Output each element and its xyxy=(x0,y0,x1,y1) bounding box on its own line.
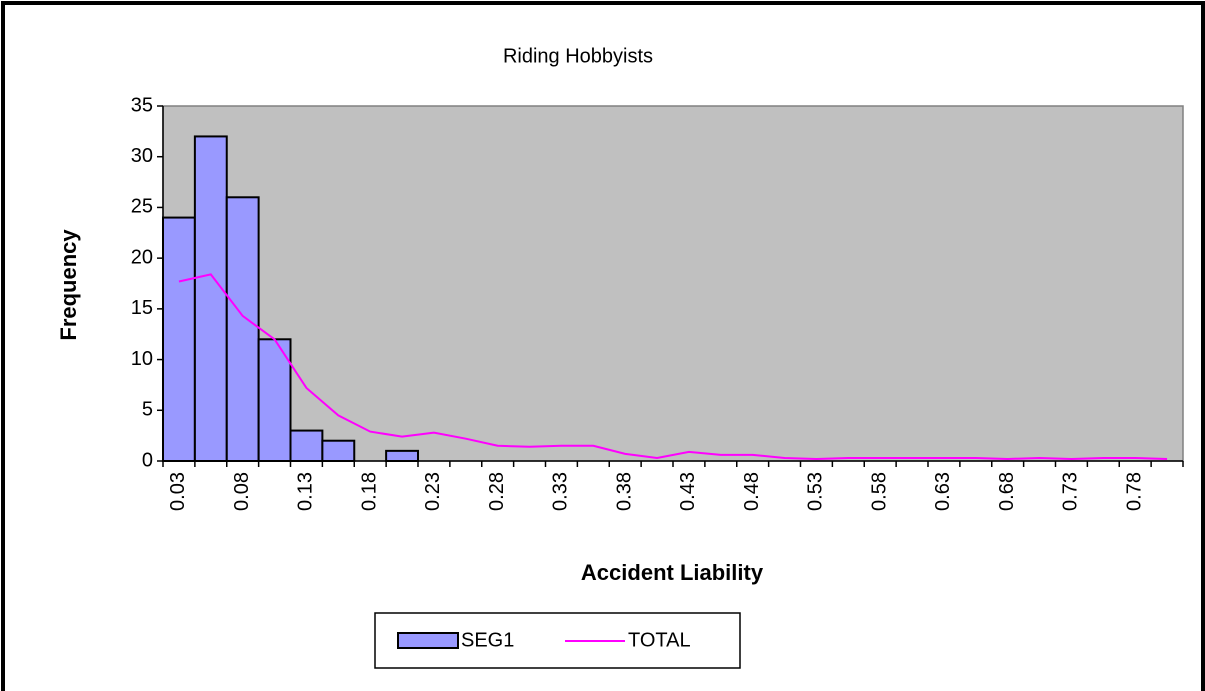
x-tick-label: 0.33 xyxy=(550,472,572,511)
bar xyxy=(257,338,292,462)
bar xyxy=(385,449,419,463)
y-tick-label: 30 xyxy=(131,145,153,167)
bar xyxy=(193,135,228,463)
x-tick-label: 0.58 xyxy=(868,472,890,511)
x-tick-label: 0.38 xyxy=(613,472,635,511)
x-tick-label: 0.28 xyxy=(486,472,508,511)
x-axis-label: Accident Liability xyxy=(581,560,764,585)
chart-title: Riding Hobbyists xyxy=(503,45,653,67)
x-tick-label: 0.68 xyxy=(996,472,1018,511)
line xyxy=(178,273,1168,460)
x-tick-label: 0.78 xyxy=(1123,472,1145,511)
x-tick-label: 0.03 xyxy=(167,472,189,511)
y-tick-label: 10 xyxy=(131,348,153,370)
plot-area xyxy=(162,105,1184,462)
x-tick-label: 0.48 xyxy=(741,472,763,511)
y-axis-label: Frequency xyxy=(56,229,81,341)
x-tick-label: 0.43 xyxy=(677,472,699,511)
x-tick-label: 0.53 xyxy=(805,472,827,511)
bar xyxy=(321,439,356,463)
bar xyxy=(289,429,324,463)
x-tick-label: 0.13 xyxy=(295,472,317,511)
legend-label: SEG1 xyxy=(461,629,514,651)
y-tick-label: 25 xyxy=(131,196,153,218)
x-tick-label: 0.23 xyxy=(422,472,444,511)
y-tick-label: 15 xyxy=(131,297,153,319)
legend-label: TOTAL xyxy=(628,629,691,651)
x-tick-label: 0.73 xyxy=(1060,472,1082,511)
x-tick-label: 0.63 xyxy=(932,472,954,511)
bar xyxy=(162,216,196,462)
legend-swatch xyxy=(397,632,459,649)
y-tick-label: 0 xyxy=(142,449,153,471)
x-tick-label: 0.08 xyxy=(231,472,253,511)
bar xyxy=(225,196,260,463)
y-tick-label: 20 xyxy=(131,246,153,268)
x-tick-label: 0.18 xyxy=(358,472,380,511)
y-tick-label: 35 xyxy=(131,94,153,116)
y-tick-label: 5 xyxy=(142,399,153,421)
